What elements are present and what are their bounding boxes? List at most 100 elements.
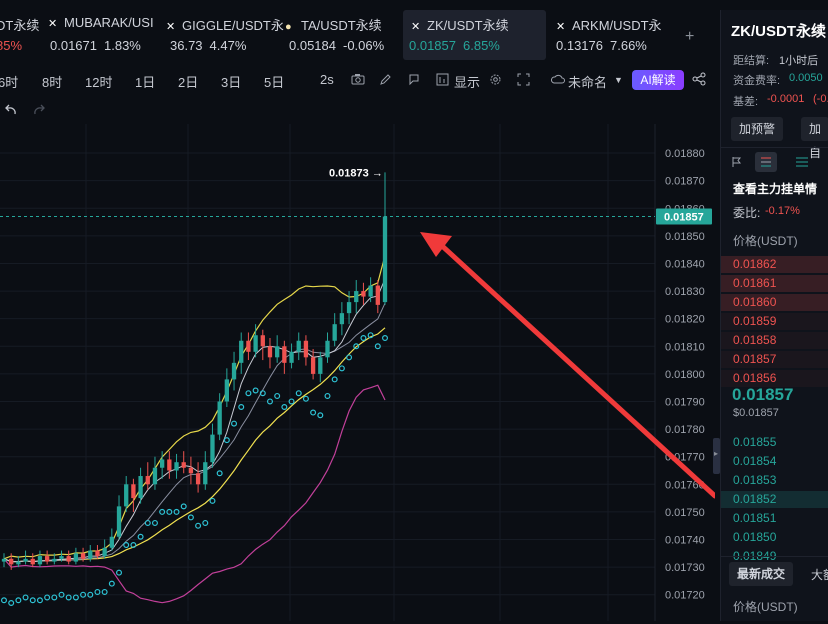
bid-price[interactable]: 0.01851 xyxy=(733,511,777,525)
indicators-icon[interactable] xyxy=(436,73,449,86)
candle-body[interactable] xyxy=(282,346,287,363)
seconds-interval[interactable]: 2s xyxy=(320,72,334,87)
candle-body[interactable] xyxy=(339,313,345,325)
candle-body[interactable] xyxy=(260,335,265,347)
candle-body[interactable] xyxy=(246,340,251,352)
tab-mubarak[interactable]: ✕ MUBARAK/USI 0.01671 1.83% xyxy=(48,10,158,60)
candle-body[interactable] xyxy=(239,340,244,363)
undo-icon[interactable] xyxy=(4,104,18,116)
bid-price[interactable]: 0.01850 xyxy=(733,530,777,544)
layout-name[interactable]: 未命名 xyxy=(568,75,608,90)
candle-body[interactable] xyxy=(310,357,316,374)
candle-body[interactable] xyxy=(138,476,143,499)
flag-icon[interactable] xyxy=(408,73,421,86)
display-button[interactable]: 显示 xyxy=(454,75,481,90)
bid-price[interactable]: 0.01854 xyxy=(733,454,777,468)
candle-body[interactable] xyxy=(145,476,150,485)
bid-price[interactable]: 0.01855 xyxy=(733,435,777,449)
candle-body[interactable] xyxy=(354,291,359,303)
candle-body[interactable] xyxy=(80,553,86,559)
candle-body[interactable] xyxy=(275,346,280,358)
tab-arkm[interactable]: ✕ ARKM/USDT永 0.13176 7.66% xyxy=(556,10,668,60)
cloud-icon[interactable] xyxy=(551,73,565,86)
add-tab-icon[interactable]: + xyxy=(685,28,695,45)
list-icon[interactable] xyxy=(795,156,809,168)
candle-body[interactable] xyxy=(16,561,21,565)
candle-body[interactable] xyxy=(195,473,201,485)
redo-icon[interactable] xyxy=(32,104,46,116)
ask-price[interactable]: 0.01858 xyxy=(733,333,777,347)
candle-body[interactable] xyxy=(203,462,208,485)
candle-body[interactable] xyxy=(30,558,35,565)
ask-price[interactable]: 0.01859 xyxy=(733,314,777,328)
candle-body[interactable] xyxy=(59,556,64,559)
candle-body[interactable] xyxy=(210,434,215,463)
candle-body[interactable] xyxy=(267,346,273,358)
price-chart[interactable]: 0.018800.018700.018600.018500.018400.018… xyxy=(0,124,718,621)
tab-zk[interactable]: ✕ ZK/USDT永续 0.01857 6.85% xyxy=(403,10,546,60)
orderbook-both-toggle[interactable] xyxy=(755,152,777,172)
share-icon[interactable] xyxy=(692,72,706,86)
bid-price[interactable]: 0.01852 xyxy=(733,492,777,506)
depth-title[interactable]: 查看主力挂单情 xyxy=(733,182,818,196)
bid-price[interactable]: 0.01853 xyxy=(733,473,777,487)
candle-body[interactable] xyxy=(375,285,380,305)
candle-body[interactable] xyxy=(102,547,107,557)
candle-body[interactable] xyxy=(44,556,50,562)
candle-body[interactable] xyxy=(224,379,230,402)
candle-body[interactable] xyxy=(131,484,136,499)
fullscreen-icon[interactable] xyxy=(517,73,530,86)
candle-body[interactable] xyxy=(124,484,129,507)
candlestick-chart-svg[interactable]: 0.018800.018700.018600.018500.018400.018… xyxy=(0,124,718,621)
tab-large-trades[interactable]: 大额 xyxy=(811,568,828,582)
candle-body[interactable] xyxy=(325,340,330,358)
ask-price[interactable]: 0.01862 xyxy=(733,257,777,271)
candle-body[interactable] xyxy=(382,216,388,303)
tab-ta[interactable]: ● TA/USDT永续 0.05184 -0.06% xyxy=(285,10,397,60)
candle-body[interactable] xyxy=(346,302,352,314)
ask-price[interactable]: 0.01856 xyxy=(733,371,777,385)
candle-body[interactable] xyxy=(88,550,93,559)
ask-price[interactable]: 0.01857 xyxy=(733,352,777,366)
candle-body[interactable] xyxy=(152,467,158,485)
ask-price[interactable]: 0.01861 xyxy=(733,276,777,290)
pencil-icon[interactable] xyxy=(379,73,392,86)
candle-body[interactable] xyxy=(1,558,7,562)
candle-body[interactable] xyxy=(296,340,301,352)
candle-body[interactable] xyxy=(368,285,373,297)
flag-icon[interactable] xyxy=(731,156,743,168)
candle-body[interactable] xyxy=(95,550,100,557)
candle-body[interactable] xyxy=(217,401,222,435)
chevron-down-icon[interactable]: ▼ xyxy=(614,75,623,85)
tab-dt[interactable]: DT永续 85% xyxy=(0,10,39,60)
camera-icon[interactable] xyxy=(351,73,365,85)
interval-6h[interactable]: 6时 xyxy=(0,75,19,90)
add-alert-button[interactable]: 加预警 xyxy=(731,117,784,141)
candle-body[interactable] xyxy=(37,556,43,565)
candle-body[interactable] xyxy=(52,558,57,562)
candle-body[interactable] xyxy=(361,291,366,297)
candle-body[interactable] xyxy=(9,558,14,565)
interval-8h[interactable]: 8时 xyxy=(42,75,63,90)
candle-body[interactable] xyxy=(303,340,309,358)
candle-body[interactable] xyxy=(66,556,71,562)
candle-body[interactable] xyxy=(289,351,294,363)
interval-3d[interactable]: 3日 xyxy=(221,75,242,90)
interval-2d[interactable]: 2日 xyxy=(178,75,199,90)
panel-collapse-handle[interactable]: ▸ xyxy=(713,438,720,474)
interval-1d[interactable]: 1日 xyxy=(135,75,156,90)
candle-body[interactable] xyxy=(73,553,79,562)
candle-body[interactable] xyxy=(253,335,258,352)
candle-body[interactable] xyxy=(332,324,337,341)
tab-giggle[interactable]: ✕ GIGGLE/USDT永 36.73 4.47% xyxy=(166,10,284,60)
candle-body[interactable] xyxy=(174,462,179,471)
candle-body[interactable] xyxy=(23,558,28,562)
ai-interpret-button[interactable]: AI解读 xyxy=(632,70,684,90)
add-watch-button[interactable]: 加自 xyxy=(801,117,828,160)
candle-body[interactable] xyxy=(109,536,114,548)
interval-12h[interactable]: 12时 xyxy=(85,75,113,90)
candle-body[interactable] xyxy=(188,467,194,474)
ask-price[interactable]: 0.01860 xyxy=(733,295,777,309)
candle-body[interactable] xyxy=(181,462,186,468)
tab-latest-trades[interactable]: 最新成交 xyxy=(729,562,794,586)
